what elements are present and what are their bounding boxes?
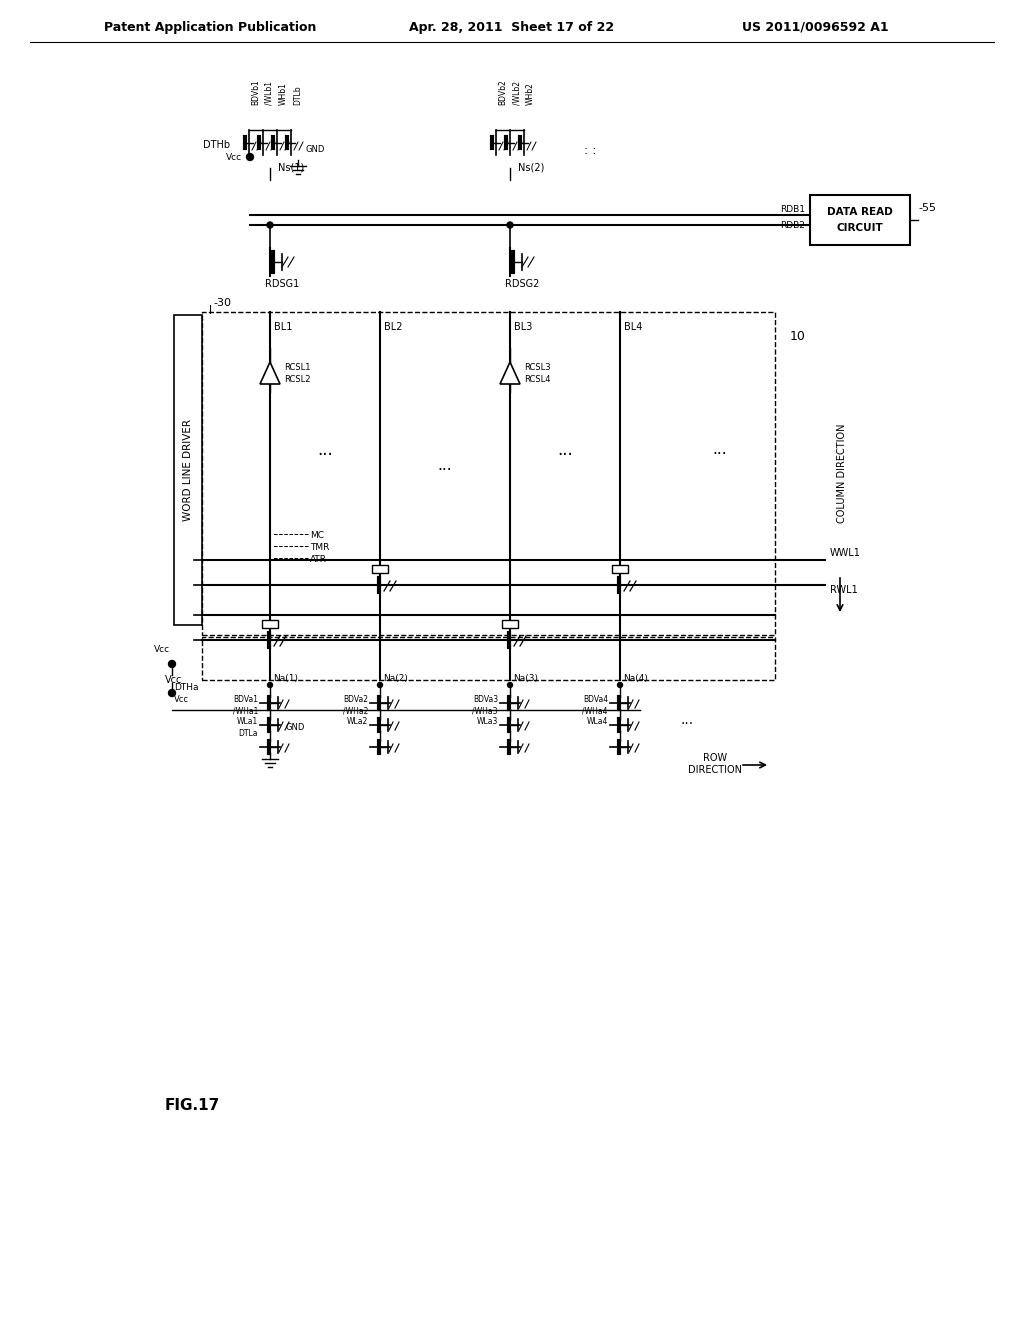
Text: -55: -55 [918, 203, 936, 213]
Text: ...: ... [317, 441, 333, 459]
Text: BL2: BL2 [384, 322, 402, 333]
Text: GND: GND [285, 722, 304, 731]
Text: Na(4): Na(4) [623, 675, 648, 684]
Text: DATA READ: DATA READ [827, 207, 893, 216]
Text: RDSG2: RDSG2 [505, 279, 540, 289]
Text: WLa2: WLa2 [347, 718, 368, 726]
Text: WHb1: WHb1 [279, 82, 288, 106]
Text: DTLb: DTLb [293, 86, 302, 106]
Text: BDVb2: BDVb2 [498, 79, 507, 106]
Text: BDVb1: BDVb1 [251, 79, 260, 106]
Text: ROW: ROW [702, 752, 727, 763]
Text: BL4: BL4 [624, 322, 642, 333]
Text: Vcc: Vcc [165, 675, 182, 685]
Text: ...: ... [437, 458, 453, 473]
Text: RCSL4: RCSL4 [524, 375, 551, 384]
Text: WWL1: WWL1 [830, 548, 861, 558]
Text: /WHa1: /WHa1 [232, 706, 258, 715]
Bar [262, 619, 278, 627]
Text: Apr. 28, 2011  Sheet 17 of 22: Apr. 28, 2011 Sheet 17 of 22 [410, 21, 614, 33]
Text: US 2011/0096592 A1: US 2011/0096592 A1 [741, 21, 888, 33]
Text: /WHa2: /WHa2 [343, 706, 368, 715]
Circle shape [169, 660, 175, 668]
Text: Patent Application Publication: Patent Application Publication [103, 21, 316, 33]
Text: DTHb: DTHb [203, 140, 230, 150]
Polygon shape [260, 362, 280, 384]
Text: : :: : : [584, 144, 596, 157]
Text: MC: MC [310, 531, 324, 540]
Bar [372, 565, 388, 573]
Text: DTLa: DTLa [239, 729, 258, 738]
Text: RWL1: RWL1 [830, 585, 858, 595]
Bar [174, 315, 202, 624]
Text: Na(3): Na(3) [513, 675, 538, 684]
Text: BL1: BL1 [274, 322, 293, 333]
Text: WLa4: WLa4 [587, 718, 608, 726]
Circle shape [267, 222, 273, 228]
Text: BDVa2: BDVa2 [343, 696, 368, 705]
Text: ...: ... [713, 442, 727, 458]
Text: RCSL2: RCSL2 [284, 375, 310, 384]
Text: GND: GND [305, 145, 325, 154]
Text: BL3: BL3 [514, 322, 532, 333]
Text: /WHa4: /WHa4 [583, 706, 608, 715]
Text: /WLb2: /WLb2 [512, 81, 521, 106]
Bar [612, 565, 628, 573]
Text: CIRCUIT: CIRCUIT [837, 223, 884, 234]
Text: RCSL1: RCSL1 [284, 363, 310, 372]
Text: Vcc: Vcc [154, 645, 170, 655]
Text: ...: ... [680, 713, 693, 727]
Circle shape [247, 153, 254, 161]
Text: 10: 10 [790, 330, 806, 343]
Text: Ns(2): Ns(2) [518, 162, 545, 173]
Circle shape [508, 682, 512, 688]
Text: WLa3: WLa3 [476, 718, 498, 726]
Circle shape [378, 682, 383, 688]
Bar [202, 312, 775, 635]
Text: TMR: TMR [310, 543, 330, 552]
Bar [502, 619, 518, 627]
Text: WHb2: WHb2 [526, 82, 535, 106]
Circle shape [617, 682, 623, 688]
Text: BDVa1: BDVa1 [233, 696, 258, 705]
Text: BDVa4: BDVa4 [583, 696, 608, 705]
Bar [202, 638, 775, 680]
Text: Vcc: Vcc [174, 696, 189, 705]
Text: DIRECTION: DIRECTION [688, 766, 742, 775]
Text: /WLb1: /WLb1 [265, 81, 274, 106]
Circle shape [169, 689, 175, 697]
Text: COLUMN DIRECTION: COLUMN DIRECTION [837, 424, 847, 523]
Text: BDVa3: BDVa3 [473, 696, 498, 705]
Text: DTHa: DTHa [174, 684, 199, 693]
Text: Ns(1): Ns(1) [278, 162, 304, 173]
Bar [810, 195, 910, 246]
Text: -30: -30 [213, 298, 231, 308]
Circle shape [267, 682, 272, 688]
Polygon shape [500, 362, 520, 384]
Text: Na(2): Na(2) [383, 675, 408, 684]
Text: ...: ... [557, 441, 572, 459]
Text: WLa1: WLa1 [237, 718, 258, 726]
Circle shape [507, 222, 513, 228]
Text: Na(1): Na(1) [273, 675, 298, 684]
Text: RCSL3: RCSL3 [524, 363, 551, 372]
Text: Vcc: Vcc [226, 153, 242, 161]
Text: RDSG1: RDSG1 [265, 279, 299, 289]
Text: FIG.17: FIG.17 [165, 1097, 220, 1113]
Text: RDB1: RDB1 [780, 206, 805, 214]
Text: /WHa3: /WHa3 [472, 706, 498, 715]
Text: RDB2: RDB2 [780, 220, 805, 230]
Text: ATR: ATR [310, 554, 327, 564]
Text: WORD LINE DRIVER: WORD LINE DRIVER [183, 418, 193, 521]
